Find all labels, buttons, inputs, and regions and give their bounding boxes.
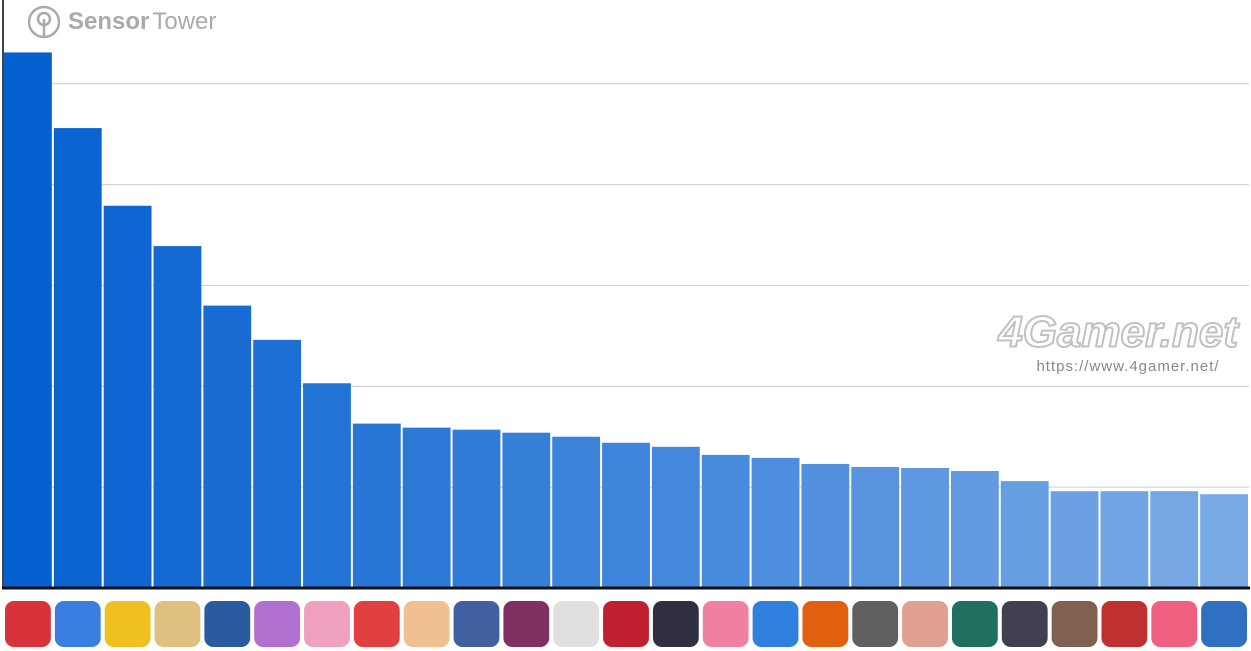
bar	[502, 432, 551, 588]
bar	[352, 423, 401, 588]
bar	[651, 446, 700, 588]
app-icon	[453, 601, 500, 647]
app-icon	[802, 601, 849, 647]
url-watermark: https://www.4gamer.net/	[1036, 358, 1219, 375]
bar	[851, 466, 900, 588]
app-icon	[752, 601, 799, 647]
app-icon	[1201, 601, 1247, 647]
app-icon	[702, 601, 749, 647]
bar	[452, 429, 501, 588]
app-icon	[603, 601, 649, 647]
bar	[1000, 481, 1049, 588]
app-icon	[902, 601, 948, 647]
bar	[1050, 491, 1099, 588]
app-icon	[951, 601, 998, 647]
app-icon	[1051, 601, 1098, 647]
bar	[203, 305, 252, 588]
sensor-tower-logo: Sensor Tower	[27, 5, 216, 39]
bar	[253, 339, 302, 588]
bar	[53, 128, 102, 589]
bar	[303, 383, 351, 588]
app-icon	[5, 601, 51, 647]
bar	[1150, 491, 1199, 588]
app-icon	[304, 601, 350, 647]
bar	[552, 436, 601, 588]
app-icon	[553, 601, 600, 647]
bar	[602, 442, 650, 588]
app-icon	[852, 601, 899, 647]
bar	[1200, 494, 1248, 588]
app-icon	[403, 601, 450, 647]
app-icon	[204, 601, 251, 647]
brand-light: Tower	[152, 8, 216, 35]
app-icon	[1001, 601, 1048, 647]
brand-bold: Sensor	[68, 8, 149, 35]
bar	[4, 52, 52, 588]
app-icon	[353, 601, 400, 647]
logo-ring	[27, 5, 61, 39]
bar	[103, 205, 152, 588]
bar	[901, 467, 949, 588]
app-icon	[652, 601, 699, 647]
bar	[751, 457, 800, 588]
bar	[950, 471, 999, 588]
app-icon	[104, 601, 151, 647]
bar	[701, 454, 750, 588]
bar	[153, 246, 202, 588]
app-icon	[503, 601, 550, 647]
app-icon	[254, 601, 301, 647]
app-icon	[154, 601, 201, 647]
bar	[801, 463, 850, 588]
site-watermark: 4Gamer.net	[997, 308, 1240, 357]
bar	[402, 427, 451, 588]
logo-text: Sensor Tower	[68, 8, 216, 35]
app-icon	[1101, 601, 1148, 647]
bar	[1100, 491, 1149, 588]
app-icon	[54, 601, 101, 647]
app-icon	[1151, 601, 1198, 647]
